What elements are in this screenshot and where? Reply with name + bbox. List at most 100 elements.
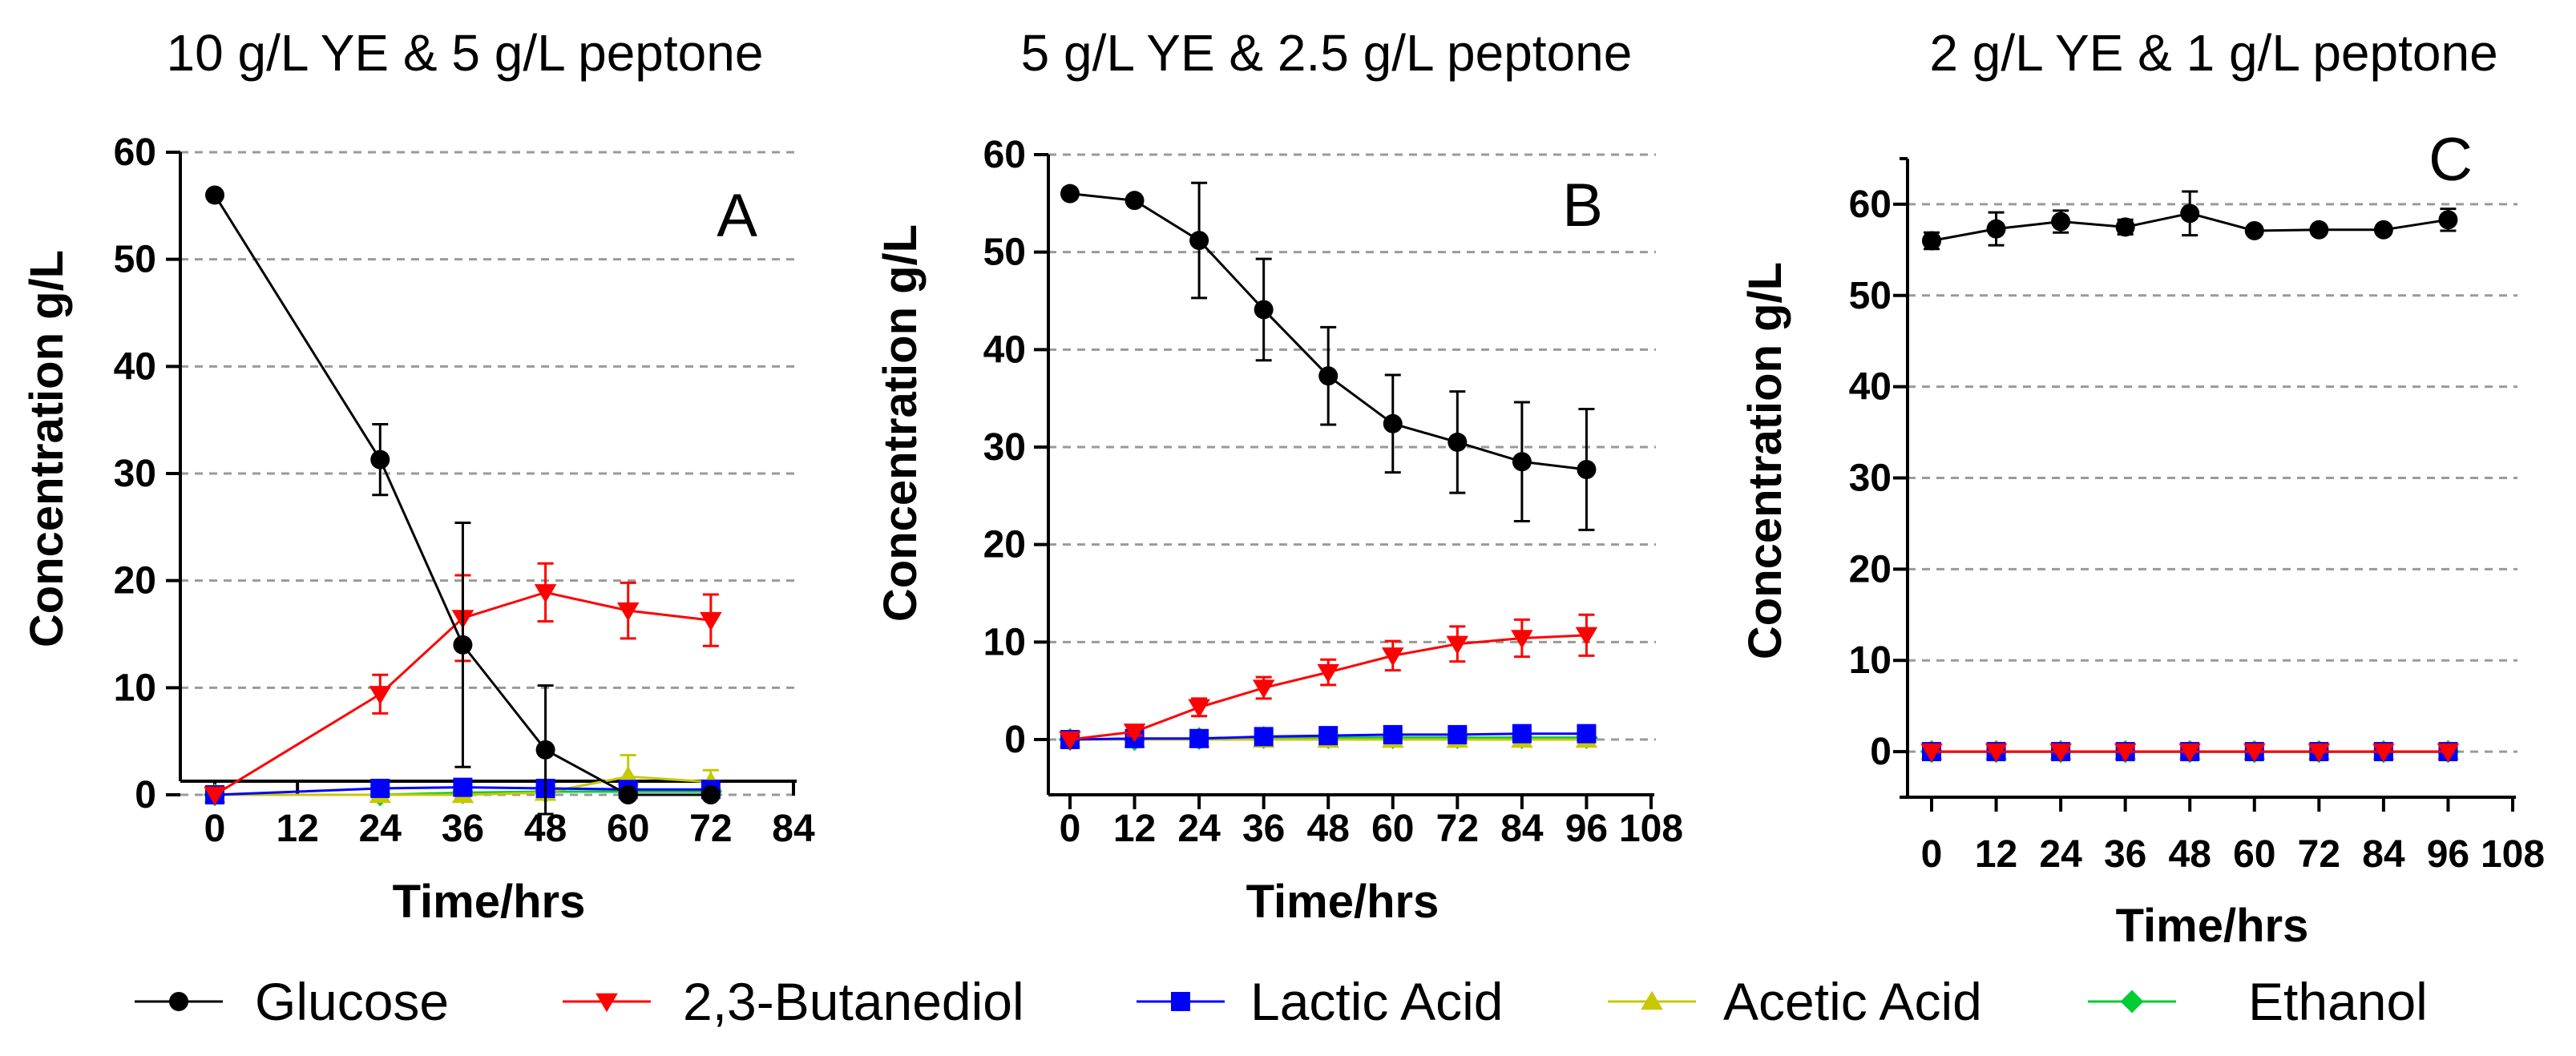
x-tick-label: 72	[2298, 833, 2340, 876]
data-point	[1252, 679, 1275, 699]
data-point	[2051, 212, 2071, 232]
y-tick-label: 10	[983, 621, 1026, 663]
data-point	[1577, 459, 1597, 479]
data-point	[616, 602, 640, 622]
panel-label: A	[717, 182, 757, 250]
legend-label: Lactic Acid	[1250, 972, 1504, 1031]
data-point	[701, 785, 721, 804]
data-point	[1123, 723, 1146, 743]
legend-label: 2,3-Butanediol	[683, 972, 1024, 1031]
chart-panel-a: 10 g/L YE & 5 g/L peptone A 0 10 20 30 40 50 60 0…	[21, 24, 815, 928]
data-point	[700, 611, 722, 631]
data-point	[1059, 731, 1081, 751]
series-line	[214, 786, 711, 796]
data-point	[1124, 191, 1145, 211]
legend-item-glucose: Glucose	[135, 972, 449, 1031]
series-line	[214, 590, 712, 796]
x-tick-label: 24	[359, 808, 402, 850]
data-point	[1318, 366, 1338, 386]
y-tick-label: 10	[1849, 639, 1892, 682]
x-tick-label: 96	[1565, 808, 1608, 850]
series-2-3-butanediol	[1059, 613, 1598, 751]
x-tick-label: 24	[2039, 833, 2082, 876]
x-tick-label: 12	[1113, 808, 1156, 850]
legend: Glucose 2,3-Butanediol Lactic Acid Acetic A…	[135, 972, 2428, 1031]
y-axis-title: Concentration g/L	[21, 250, 73, 647]
data-point	[1577, 723, 1597, 744]
data-point	[2178, 743, 2202, 763]
legend-item-2-3-butanediol: 2,3-Butanediol	[563, 972, 1024, 1031]
series-glucose	[1060, 181, 1597, 531]
x-tick-label: 72	[1436, 808, 1479, 850]
y-tick-label: 30	[114, 453, 156, 495]
series-line	[213, 194, 711, 796]
data-point	[370, 449, 390, 470]
y-axis-title: Concentration g/L	[1739, 262, 1791, 659]
x-tick-label: 48	[2169, 833, 2211, 876]
y-tick-label: 60	[983, 134, 1026, 176]
y-tick-label: 40	[114, 345, 156, 388]
x-tick-label: 12	[276, 808, 318, 850]
series-lactic-acid	[205, 777, 721, 804]
data-point	[1447, 432, 1468, 452]
y-tick-label: 60	[114, 131, 156, 174]
data-point	[534, 584, 557, 603]
data-point	[1383, 724, 1403, 744]
x-tick-label: 60	[1371, 808, 1414, 850]
data-point	[1317, 663, 1340, 683]
data-point	[1512, 723, 1532, 744]
data-point	[2243, 743, 2266, 763]
x-tick-label: 48	[1307, 808, 1350, 850]
x-tick-label: 108	[1619, 808, 1683, 850]
legend-label: Glucose	[255, 972, 449, 1031]
data-point	[1381, 647, 1404, 667]
x-tick-label: 84	[2362, 833, 2405, 876]
series-line	[215, 775, 711, 796]
data-point	[1920, 743, 1943, 763]
chart-title: 5 g/L YE & 2.5 g/L peptone	[1021, 24, 1633, 82]
y-tick-label: 60	[1849, 183, 1892, 226]
series-2-3-butanediol	[1920, 743, 2460, 763]
series-glucose	[1922, 190, 2458, 251]
data-point	[453, 777, 473, 797]
data-point	[2309, 220, 2329, 240]
legend-marker	[596, 993, 618, 1013]
x-tick-label: 84	[1500, 808, 1544, 850]
y-tick-label: 0	[1004, 719, 1026, 761]
data-point	[2307, 743, 2331, 763]
x-tick-label: 36	[1242, 808, 1285, 850]
data-point	[204, 786, 226, 806]
data-point	[1060, 183, 1080, 204]
y-tick-label: 10	[114, 667, 156, 709]
data-point	[1511, 630, 1533, 649]
data-point	[2372, 743, 2395, 763]
data-point	[1512, 452, 1532, 472]
x-tick-label: 72	[689, 808, 732, 850]
y-tick-label: 40	[983, 328, 1026, 371]
chart-panel-b: 5 g/L YE & 2.5 g/L peptone B 0 10 20 30 40 50 60…	[874, 24, 1683, 928]
y-tick-label: 0	[135, 774, 156, 816]
x-tick-label: 60	[607, 808, 649, 850]
x-tick-label: 24	[1177, 808, 1221, 850]
series-glucose	[205, 185, 721, 816]
x-tick-label: 12	[1975, 833, 2017, 876]
legend-marker	[1641, 990, 1663, 1010]
data-point	[1254, 300, 1274, 320]
data-point	[1254, 727, 1274, 747]
x-tick-label: 60	[2233, 833, 2275, 876]
data-point	[2373, 220, 2393, 240]
x-tick-label: 0	[1921, 833, 1943, 876]
chart-title: 2 g/L YE & 1 g/L peptone	[1929, 24, 2497, 82]
x-tick-label: 84	[772, 808, 815, 850]
x-tick-label: 108	[2481, 833, 2545, 876]
y-axis-title: Concentration g/L	[874, 224, 927, 622]
y-tick-label: 20	[983, 524, 1026, 566]
data-point	[1383, 413, 1403, 433]
y-tick-label: 20	[114, 560, 156, 603]
data-point	[2049, 743, 2072, 763]
x-tick-label: 36	[442, 808, 484, 850]
data-point	[205, 185, 224, 205]
data-point	[369, 686, 392, 705]
data-point	[1447, 724, 1468, 744]
x-tick-label: 36	[2104, 833, 2146, 876]
